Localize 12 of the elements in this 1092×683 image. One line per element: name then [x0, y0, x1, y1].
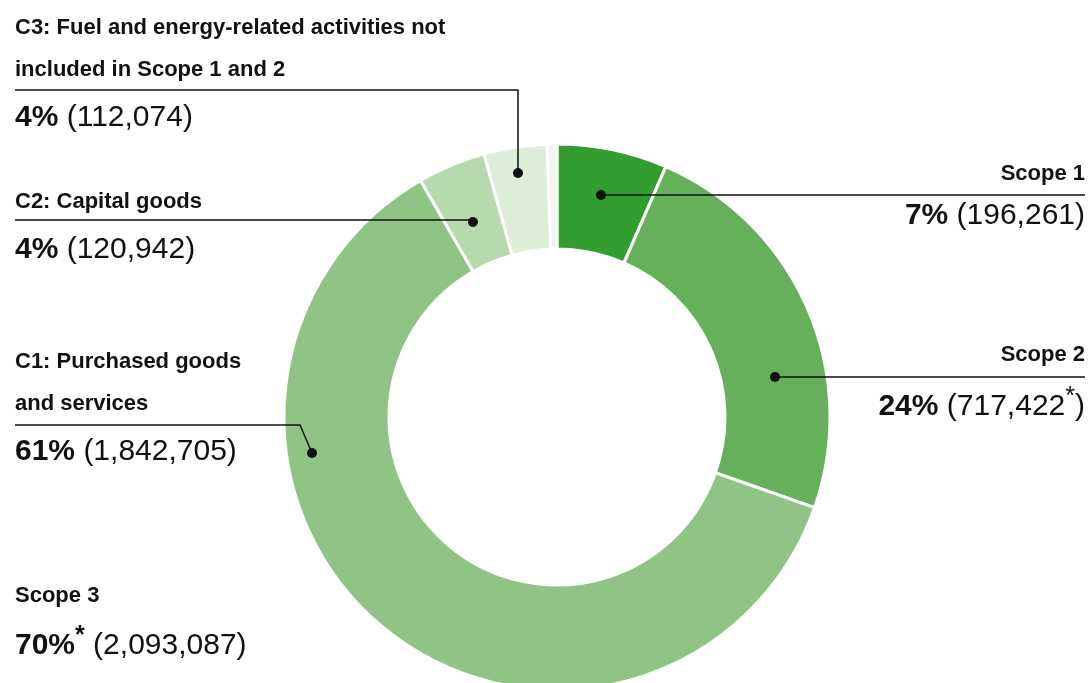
data-label: 7% (196,261) — [904, 197, 1085, 230]
text: Scope 3 — [15, 581, 101, 609]
slice-label: C2: Capital goods — [15, 187, 203, 215]
slice-label: C1: Purchased goods and services — [15, 347, 243, 417]
data-label: 4% (120,942) — [15, 231, 196, 264]
slice-label: C3: Fuel and energy-related activities not included in Scope 1 and 2 — [15, 13, 447, 83]
slice-label: Scope 2 — [999, 340, 1085, 368]
slice-label: Scope 1 — [999, 159, 1085, 187]
data-label: 4% (112,074) — [15, 99, 193, 132]
data-label: 61% (1,842,705) — [15, 433, 237, 466]
data-label: 24% (717,422$^{*}$) — [878, 381, 1085, 421]
text: 70%$^{*}$ (2,093,087) — [15, 620, 247, 660]
